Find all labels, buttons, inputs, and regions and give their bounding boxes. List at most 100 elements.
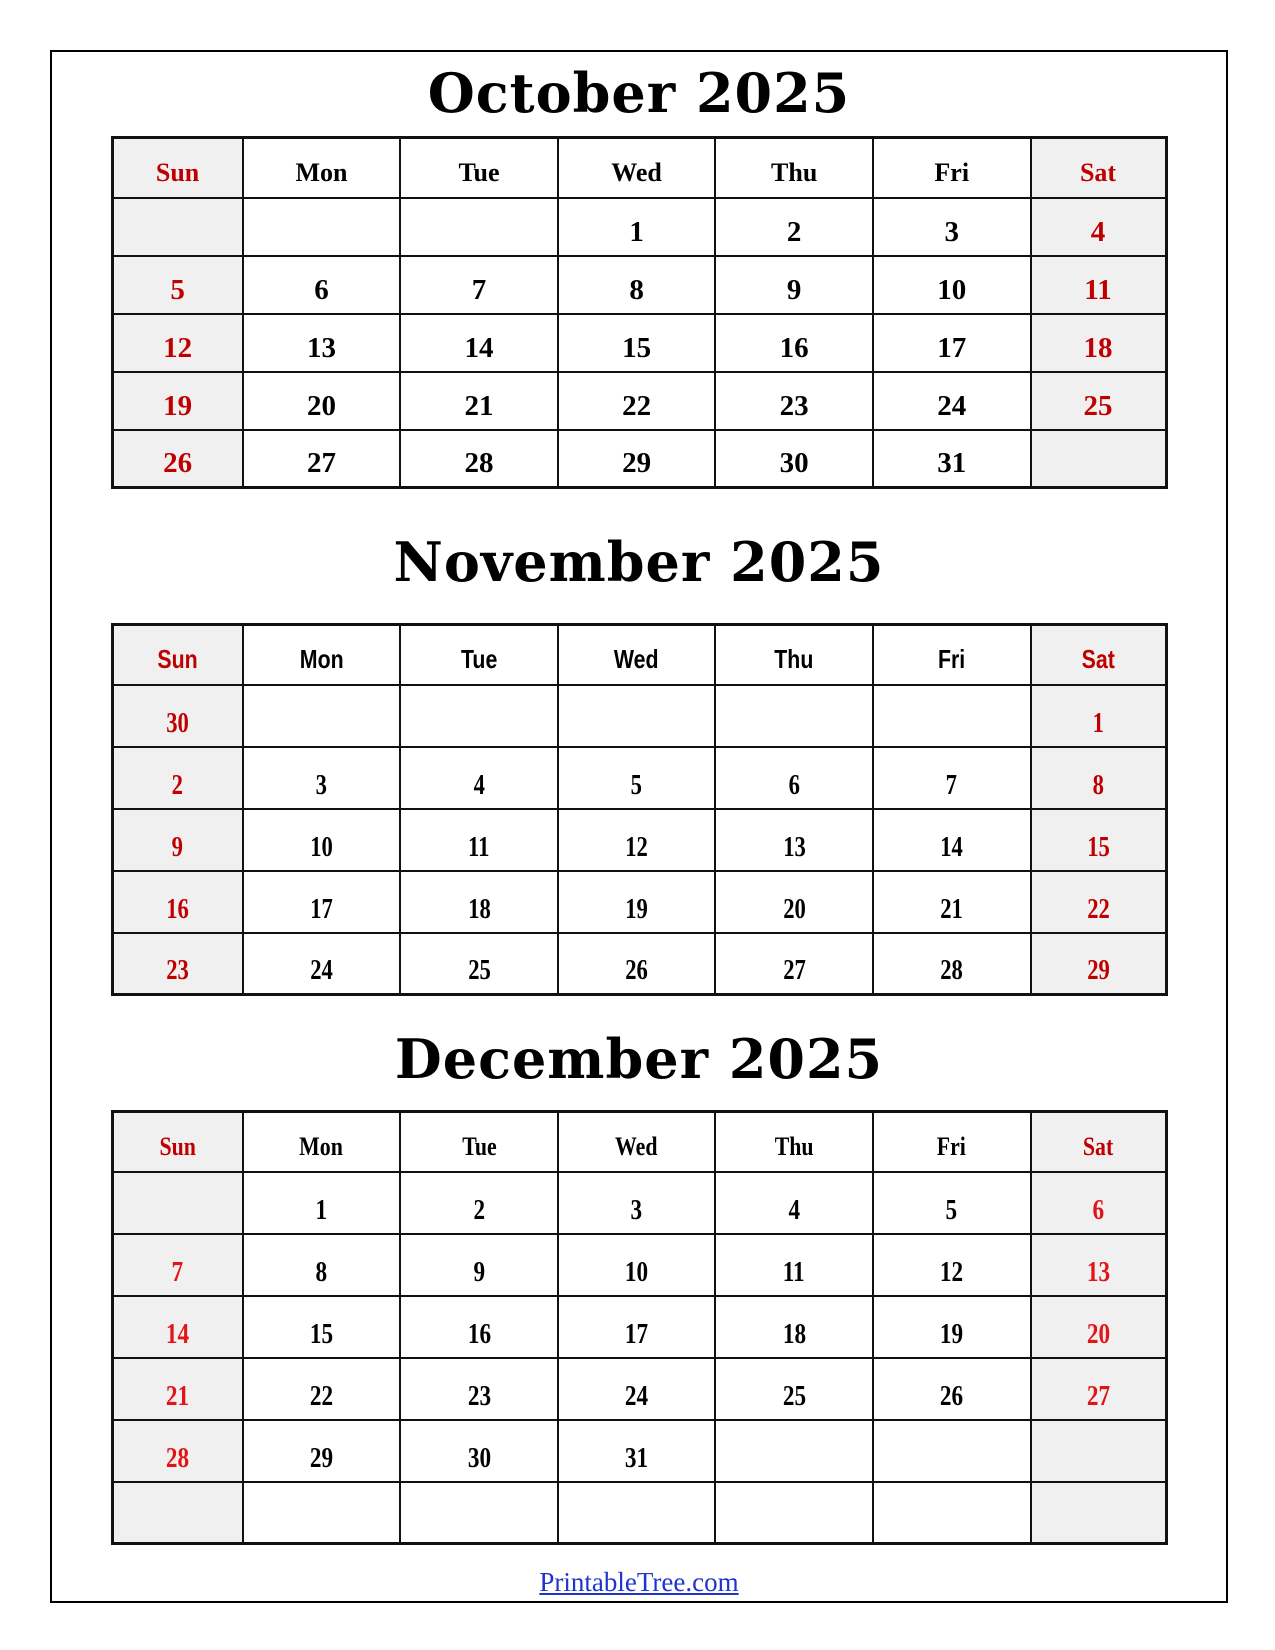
day-number: 31 [937, 447, 967, 479]
day-header-wed: Wed [556, 1110, 717, 1173]
day-number: 8 [1092, 768, 1104, 801]
printabletree-link[interactable]: PrintableTree.com [539, 1567, 739, 1597]
day-number: 16 [166, 892, 189, 925]
day-number: 29 [622, 447, 652, 479]
day-cell: 7 [111, 1232, 244, 1297]
day-number: 22 [309, 1379, 334, 1412]
day-number: 31 [624, 1441, 649, 1474]
day-header-mon: Mon [241, 136, 402, 199]
empty-day-cell [399, 683, 559, 748]
day-cell: 14 [111, 1294, 244, 1359]
day-number: 10 [937, 273, 967, 306]
day-number: 17 [937, 331, 967, 364]
day-cell: 4 [1029, 196, 1167, 257]
day-cell: 27 [1029, 1356, 1167, 1421]
day-cell: 10 [871, 254, 1032, 315]
day-header-label: Fri [934, 157, 970, 187]
empty-day-cell [241, 683, 402, 748]
day-cell: 12 [871, 1232, 1032, 1297]
day-cell: 1 [241, 1170, 402, 1235]
day-cell: 19 [871, 1294, 1032, 1359]
day-header-sun: Sun [111, 623, 244, 686]
day-header-mon: Mon [241, 1110, 402, 1173]
day-number: 19 [625, 892, 648, 925]
day-header-label: Sat [1079, 157, 1117, 187]
day-number: 6 [1092, 1193, 1104, 1226]
day-number: 17 [624, 1317, 649, 1350]
day-header-fri: Fri [871, 136, 1032, 199]
day-cell: 8 [556, 254, 717, 315]
day-cell: 15 [556, 312, 717, 373]
day-header-sat: Sat [1029, 623, 1167, 686]
day-number: 25 [782, 1379, 806, 1412]
day-header-thu: Thu [714, 136, 874, 199]
empty-day-cell [111, 1170, 244, 1235]
day-cell: 5 [871, 1170, 1032, 1235]
day-header-label: Wed [611, 157, 662, 187]
day-header-mon: Mon [241, 623, 402, 686]
day-number: 21 [165, 1379, 190, 1412]
day-number: 10 [624, 1255, 649, 1288]
day-cell: 29 [1029, 931, 1167, 996]
day-number: 2 [171, 768, 184, 801]
day-cell: 30 [714, 428, 874, 489]
day-header-label: Sun [157, 643, 198, 674]
day-number: 28 [940, 954, 964, 986]
day-cell: 2 [111, 745, 244, 810]
day-number: 29 [309, 1441, 334, 1474]
day-cell: 6 [714, 745, 874, 810]
day-header-label: Tue [458, 157, 500, 187]
day-cell: 27 [241, 428, 402, 489]
day-number: 4 [473, 768, 485, 801]
day-number: 30 [166, 706, 189, 739]
day-cell: 13 [1029, 1232, 1167, 1297]
empty-day-cell [871, 683, 1032, 748]
day-cell: 20 [714, 869, 874, 934]
day-number: 20 [782, 892, 806, 925]
week-row: 26 27 28 29 30 31 [111, 428, 1167, 489]
day-cell: 1 [556, 196, 717, 257]
day-cell: 25 [399, 931, 559, 996]
day-cell: 3 [871, 196, 1032, 257]
day-cell: 6 [241, 254, 402, 315]
day-number: 14 [464, 331, 494, 364]
day-number: 4 [1090, 215, 1106, 248]
day-number: 26 [163, 447, 193, 479]
day-cell: 19 [556, 869, 717, 934]
day-number: 22 [622, 389, 652, 422]
day-cell: 26 [111, 428, 244, 489]
day-cell: 10 [241, 807, 402, 872]
day-cell: 3 [556, 1170, 717, 1235]
day-number: 3 [944, 215, 959, 248]
day-number: 27 [782, 954, 806, 986]
day-number: 19 [163, 389, 193, 422]
empty-day-cell [556, 1480, 717, 1545]
day-cell: 7 [399, 254, 559, 315]
month-section-november: November 2025 Sun Mon Tue Wed Thu Fri Sat 30 1 2… [52, 527, 1226, 996]
day-cell: 28 [111, 1418, 244, 1483]
day-cell: 1 [1029, 683, 1167, 748]
week-row: 21 22 23 24 25 26 27 [111, 1356, 1167, 1421]
day-cell: 8 [241, 1232, 402, 1297]
day-header-sat: Sat [1029, 136, 1167, 199]
day-cell: 18 [399, 869, 559, 934]
week-row: 30 1 [111, 683, 1167, 748]
day-number: 6 [314, 273, 329, 306]
day-number: 9 [786, 273, 802, 306]
day-cell: 28 [399, 428, 559, 489]
day-number: 9 [473, 1255, 485, 1288]
day-header-label: Fri [938, 643, 966, 674]
day-header-tue: Tue [399, 136, 559, 199]
day-cell: 22 [241, 1356, 402, 1421]
month-title: December 2025 [394, 1027, 884, 1091]
day-number: 20 [1086, 1317, 1110, 1350]
day-number: 21 [940, 892, 964, 925]
week-row [111, 1480, 1167, 1545]
day-header-label: Thu [771, 157, 818, 187]
day-cell: 24 [871, 370, 1032, 431]
day-number: 1 [629, 215, 644, 248]
day-header-label: Sun [155, 157, 200, 187]
day-cell: 20 [241, 370, 402, 431]
